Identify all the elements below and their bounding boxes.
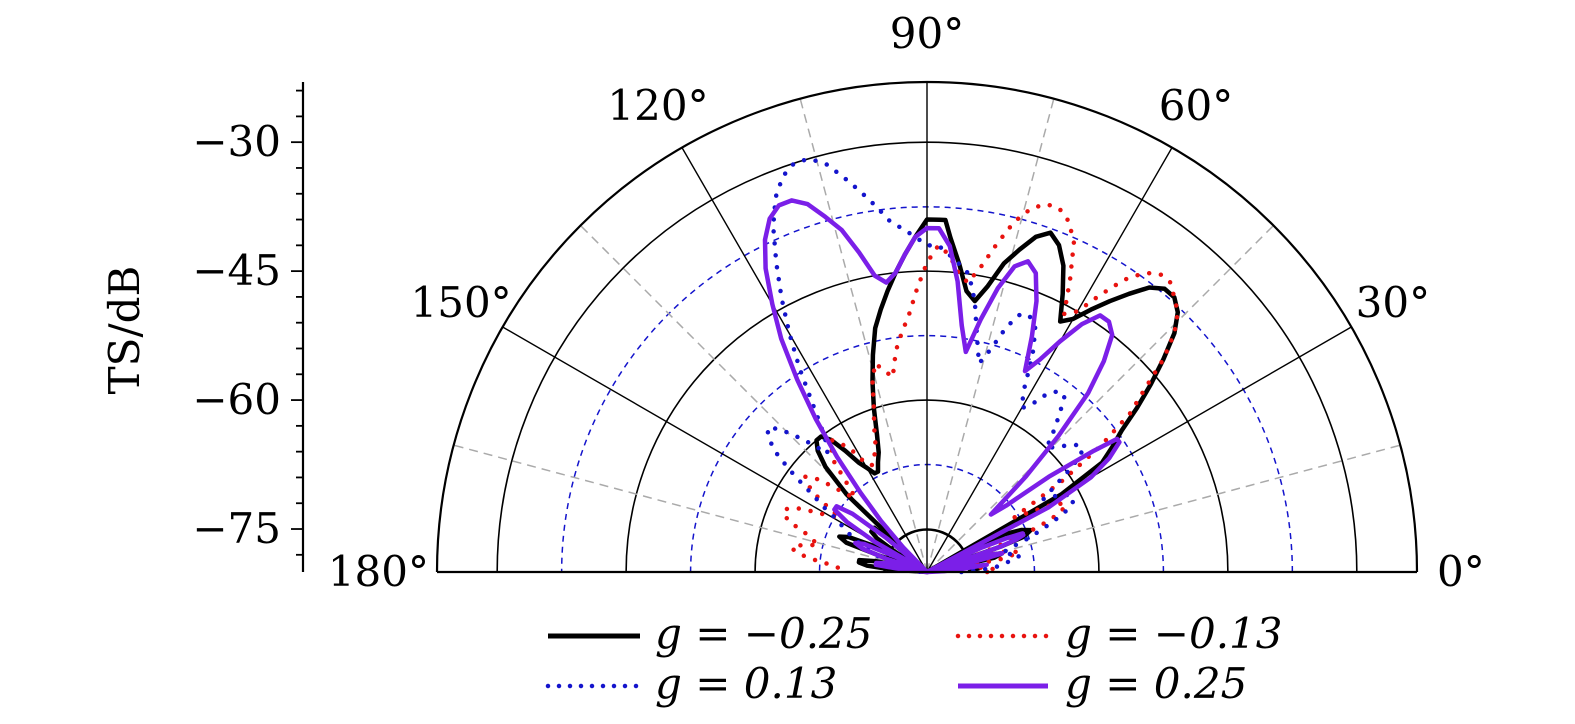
angle-label-30: 30°: [1356, 278, 1430, 327]
y-axis-title: TS/dB: [100, 266, 149, 395]
angle-label-0: 0°: [1437, 547, 1485, 596]
radial-tick-label: −45: [192, 246, 281, 295]
legend-label-g-neg-013: g = −0.13: [1065, 609, 1283, 658]
angle-label-180: 180°: [328, 547, 429, 596]
angle-tick-labels: 0° 30° 60° 90° 120° 150° 180°: [328, 9, 1485, 596]
angle-label-150: 150°: [411, 278, 512, 327]
grid-spoke-minor: [453, 444, 928, 573]
radial-tick-label: −60: [192, 375, 281, 424]
series-group: [762, 156, 1181, 575]
angle-label-120: 120°: [607, 81, 708, 130]
series-line-0: [814, 217, 1181, 575]
legend-label-g-025: g = 0.25: [1065, 659, 1247, 708]
radial-axis: −30 −45 −60 −75: [192, 82, 305, 572]
radial-tick-label: −30: [192, 117, 281, 166]
legend-label-g-013: g = 0.13: [655, 659, 837, 708]
legend-label-g-neg-025: g = −0.25: [655, 609, 873, 658]
grid-spoke-major: [681, 147, 928, 573]
series-line-3: [762, 198, 1122, 575]
legend: g = −0.25 g = −0.13 g = 0.13 g = 0.25: [545, 609, 1283, 708]
polar-grid: [453, 82, 1401, 573]
polar-frame: [435, 80, 1419, 574]
grid-spoke-minor: [926, 98, 1055, 573]
grid-spoke-minor: [926, 224, 1275, 573]
grid-spoke-major: [926, 147, 1173, 573]
grid-spoke-minor: [799, 98, 928, 573]
radial-tick-label: −75: [192, 504, 281, 553]
angle-label-60: 60°: [1159, 81, 1233, 130]
outer-arc: [435, 80, 1419, 573]
grid-ring-minor: [689, 335, 1165, 573]
angle-label-90: 90°: [890, 9, 964, 58]
